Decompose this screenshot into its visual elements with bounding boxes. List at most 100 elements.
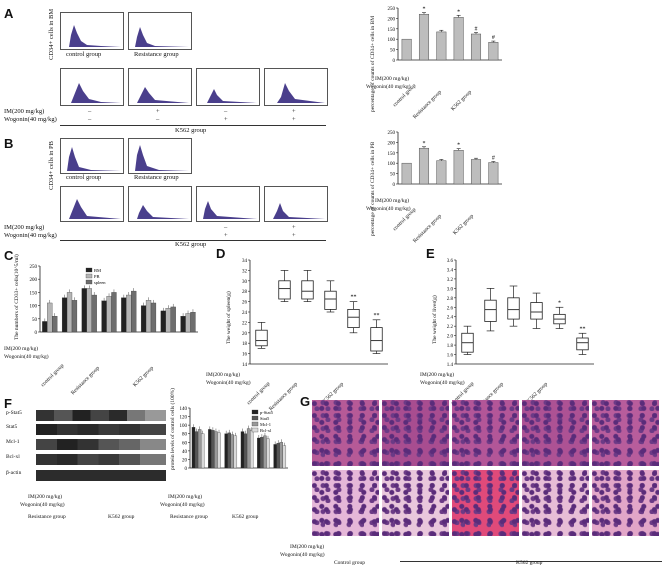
legend-label: spleen — [94, 280, 106, 285]
histo-im-label: IM(200 mg/kg) — [290, 544, 325, 550]
bar — [191, 427, 196, 469]
y-tick-label: 120 — [180, 416, 188, 421]
bar — [418, 147, 430, 185]
histo-k562-label: K562 group — [516, 560, 543, 566]
bar — [214, 431, 218, 469]
panel-label-a: A — [4, 6, 14, 21]
y-tick-label: 0 — [393, 59, 396, 64]
bar — [185, 313, 191, 333]
y-tick-label: 100 — [388, 162, 396, 167]
sign-mark: + — [224, 116, 228, 123]
bar — [282, 445, 287, 469]
legend-label: PB — [94, 274, 100, 279]
bar — [197, 429, 202, 469]
y-tick-label: 20 — [182, 458, 188, 463]
y-tick-label: 1.8 — [447, 344, 454, 349]
bar — [86, 288, 92, 333]
sign-mark: + — [292, 116, 296, 123]
blot-band — [36, 470, 166, 481]
chart-c-resistance-caption: Resistance group — [70, 365, 101, 397]
bar — [52, 316, 58, 333]
chart-b-cd34-pb: 0 50 100 150 200 250 * * # — [388, 131, 502, 188]
y-tick-label: 200 — [388, 17, 396, 22]
bar — [211, 430, 215, 469]
bar — [233, 435, 238, 469]
bar — [436, 160, 447, 185]
chart-a-im-label: IM(200 mg/kg) — [375, 76, 410, 82]
sign-mark: + — [292, 108, 296, 115]
bar — [227, 432, 231, 469]
chart-f-resistance-label: Resistance group — [170, 514, 208, 520]
histology-tile — [452, 470, 519, 536]
chart-b-im-label: IM(200 mg/kg) — [375, 198, 410, 204]
sign-mark: – — [88, 108, 92, 115]
y-tick-label: 100 — [180, 424, 188, 429]
blot-band — [36, 424, 166, 435]
flow-control-label-b: control group — [66, 174, 102, 181]
y-tick-label: 60 — [182, 441, 188, 446]
bar — [266, 438, 270, 469]
y-tick-label: 100 — [388, 38, 396, 43]
bar — [150, 302, 157, 333]
flow-histogram — [128, 12, 192, 50]
panel-label-d: D — [216, 246, 226, 261]
bar — [246, 428, 251, 469]
flow-ylabel-pb: CD34+ cells in PB — [48, 141, 55, 190]
sign-mark: – — [224, 224, 228, 231]
box — [370, 327, 383, 352]
chart-c-im-label: IM(200 mg/kg) — [4, 346, 39, 352]
bar — [131, 290, 137, 333]
histo-control-label: Control group — [334, 560, 366, 566]
y-tick-label: 140 — [180, 407, 188, 412]
y-tick-label: 2.4 — [447, 316, 454, 321]
y-tick-label: 24 — [242, 311, 248, 316]
bar — [180, 316, 186, 333]
bar — [42, 321, 48, 333]
box — [507, 297, 520, 320]
y-tick-label: 16 — [242, 353, 248, 358]
significance-mark: * — [457, 9, 460, 15]
flow-resistance-label: Resistance group — [134, 51, 179, 58]
bar — [190, 312, 196, 333]
blot-band — [36, 410, 166, 421]
bar — [488, 162, 499, 185]
blot-k562-label: K562 group — [108, 514, 135, 520]
y-tick-label: 0 — [35, 331, 38, 336]
significance-mark: # — [475, 27, 478, 33]
blot-wog-label: Wogonin(40 mg/kg) — [20, 502, 65, 508]
chart-f-protein: 0 20 40 60 80 100 120 140 p-Stat5Stat5Mcl-1Bcl-x… — [180, 407, 288, 472]
bar — [453, 17, 464, 61]
bar — [243, 433, 248, 469]
bar — [121, 297, 127, 333]
bar — [279, 442, 283, 469]
bar — [106, 296, 112, 333]
legend-label: p-Stat5 — [260, 410, 274, 415]
chart-e-wog-label: Wogonin(40 mg/kg) — [420, 380, 465, 386]
histo-wog-label: Wogonin(40 mg/kg) — [280, 552, 325, 558]
flow-histogram — [128, 138, 192, 174]
legend-label: Stat5 — [260, 416, 270, 421]
western-blot — [36, 408, 166, 488]
y-tick-label: 250 — [388, 131, 396, 136]
sign-mark: + — [292, 232, 296, 239]
box — [484, 299, 497, 322]
bar — [208, 429, 212, 469]
box — [576, 337, 589, 351]
panel-label-e: E — [426, 246, 435, 261]
histology-tile — [592, 400, 659, 466]
blot-resistance-label: Resistance group — [28, 514, 66, 520]
flow-im-label: IM(200 mg/kg) — [4, 108, 45, 115]
blot-row-label: β-actin — [6, 470, 22, 476]
bar — [418, 13, 430, 61]
y-tick-label: 14 — [242, 363, 248, 368]
legend-swatch — [251, 415, 259, 421]
group-underline — [60, 125, 326, 126]
y-tick-label: 3.0 — [447, 287, 454, 292]
chart-f-im-label: IM(200 mg/kg) — [168, 494, 203, 500]
bar — [263, 435, 267, 469]
chart-f-ylabel: protein levels of control cells (100%) — [170, 387, 176, 470]
y-tick-label: 250 — [30, 265, 38, 270]
bar — [160, 310, 166, 333]
blot-row-label: Stat5 — [6, 424, 18, 430]
